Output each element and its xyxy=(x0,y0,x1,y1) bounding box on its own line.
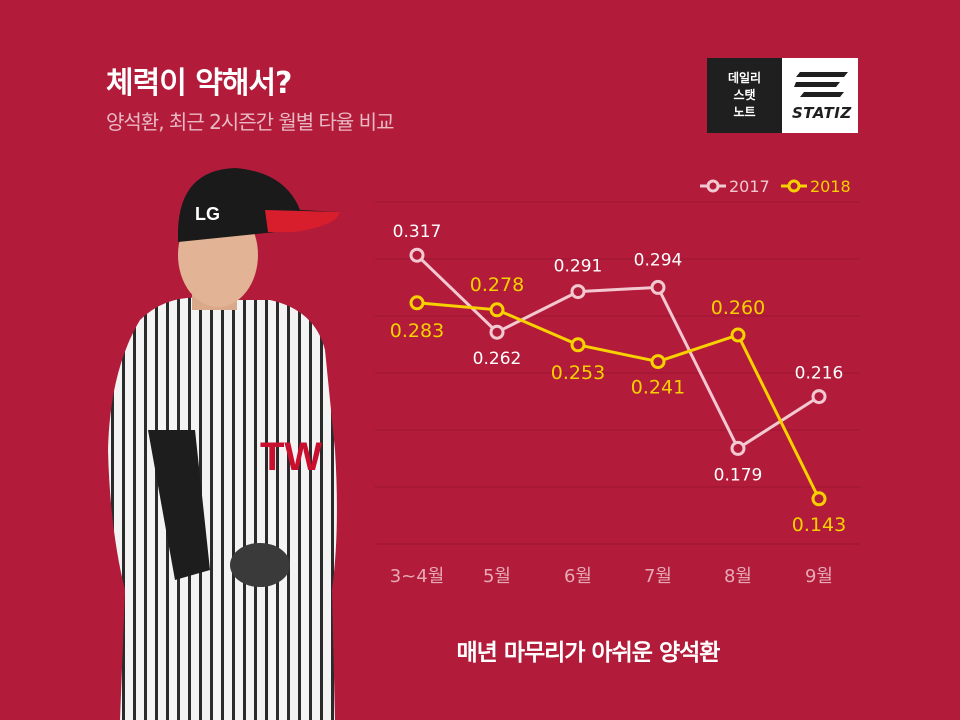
logo-line-3: 노트 xyxy=(733,105,756,119)
chart-subtitle: 양석환, 최근 2시즌간 월별 타율 비교 xyxy=(106,110,394,134)
data-label-2017: 0.291 xyxy=(554,257,603,277)
daily-stat-note-badge: 데일리 스탯 노트 xyxy=(707,58,782,133)
data-point-2018 xyxy=(811,491,827,507)
series-line-2017 xyxy=(415,254,820,451)
x-tick-label: 3~4월 xyxy=(390,566,445,587)
statiz-logo: 데일리 스탯 노트 STATIZ xyxy=(707,58,858,133)
data-label-2017: 0.216 xyxy=(795,364,844,384)
series-line-2018 xyxy=(416,301,821,500)
x-tick-label: 9월 xyxy=(805,566,833,587)
data-label-2018: 0.278 xyxy=(470,274,524,296)
legend-marker-2018 xyxy=(787,179,801,193)
svg-text:LG: LG xyxy=(195,204,220,224)
data-label-2017: 0.294 xyxy=(634,250,683,270)
legend-marker-2017 xyxy=(706,179,720,193)
player-photo: LG TW xyxy=(108,168,340,720)
data-label-2018: 0.260 xyxy=(711,297,765,319)
data-label-2018: 0.283 xyxy=(390,320,444,342)
data-label-2017: 0.262 xyxy=(473,349,522,369)
data-label-2018: 0.143 xyxy=(792,514,846,536)
data-label-2018: 0.253 xyxy=(551,362,605,384)
x-tick-label: 7월 xyxy=(644,566,672,587)
x-tick-label: 8월 xyxy=(724,566,752,587)
chart-title: 체력이 약해서? xyxy=(106,66,292,101)
data-point-2017 xyxy=(730,440,746,456)
x-tick-label: 5월 xyxy=(483,566,511,587)
statiz-brand-mark: STATIZ xyxy=(782,58,858,133)
data-point-2018 xyxy=(489,302,505,318)
data-point-2017 xyxy=(409,247,425,263)
data-label-2017: 0.179 xyxy=(714,465,763,485)
legend-label-2017: 2017 xyxy=(729,177,770,196)
logo-line-1: 데일리 xyxy=(727,71,762,85)
x-tick-label: 6월 xyxy=(564,566,592,587)
statiz-bars-icon xyxy=(794,72,848,97)
data-point-2018 xyxy=(730,327,746,343)
data-point-2018 xyxy=(409,295,425,311)
logo-line-2: 스탯 xyxy=(733,88,756,102)
data-point-2018 xyxy=(650,354,666,370)
data-point-2017 xyxy=(811,389,827,405)
svg-text:TW: TW xyxy=(260,435,322,479)
data-point-2017 xyxy=(570,284,586,300)
data-label-2018: 0.241 xyxy=(631,377,685,399)
data-point-2017 xyxy=(650,279,666,295)
chart-caption: 매년 마무리가 아쉬운 양석환 xyxy=(456,640,721,666)
statiz-wordmark: STATIZ xyxy=(792,104,852,122)
data-point-2017 xyxy=(489,324,505,340)
data-point-2018 xyxy=(570,337,586,353)
data-label-2017: 0.317 xyxy=(393,222,442,242)
legend-label-2018: 2018 xyxy=(810,177,851,196)
